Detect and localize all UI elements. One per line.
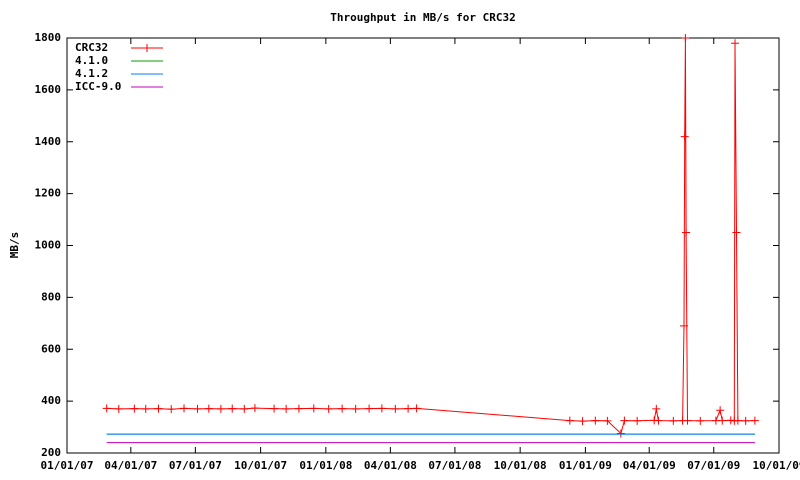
- point-marker: [204, 404, 213, 413]
- x-tick-label: 01/01/08: [299, 459, 352, 472]
- point-marker: [270, 404, 279, 413]
- point-marker: [682, 228, 691, 237]
- point-marker: [130, 404, 139, 413]
- x-tick-label: 07/01/09: [687, 459, 740, 472]
- x-tick-label: 10/01/07: [234, 459, 287, 472]
- point-marker: [351, 404, 360, 413]
- point-marker: [716, 406, 725, 415]
- x-tick-label: 04/01/08: [364, 459, 417, 472]
- point-marker: [193, 404, 202, 413]
- point-marker: [391, 404, 400, 413]
- point-marker: [404, 404, 413, 413]
- y-tick-label: 400: [41, 394, 61, 407]
- point-marker: [250, 404, 259, 413]
- point-marker: [718, 416, 727, 425]
- x-tick-label: 07/01/08: [428, 459, 481, 472]
- y-axis-label: MB/s: [8, 232, 21, 259]
- point-marker: [726, 416, 735, 425]
- y-tick-label: 200: [41, 446, 61, 459]
- x-tick-label: 04/01/09: [623, 459, 676, 472]
- point-marker: [324, 404, 333, 413]
- point-marker: [102, 404, 111, 413]
- point-marker: [216, 404, 225, 413]
- point-marker: [228, 404, 237, 413]
- point-marker: [591, 416, 600, 425]
- x-tick-label: 04/01/07: [104, 459, 157, 472]
- point-marker: [365, 404, 374, 413]
- chart-title: Throughput in MB/s for CRC32: [330, 11, 515, 24]
- point-marker: [681, 34, 690, 42]
- point-marker: [294, 404, 303, 413]
- point-marker: [733, 416, 742, 425]
- y-tick-label: 1400: [35, 135, 62, 148]
- point-marker: [633, 416, 642, 425]
- y-tick-label: 1200: [35, 187, 62, 200]
- point-marker: [154, 404, 163, 413]
- point-marker: [167, 405, 176, 414]
- point-marker: [683, 416, 692, 425]
- point-marker: [141, 404, 150, 413]
- y-tick-label: 1000: [35, 239, 62, 252]
- point-marker: [732, 228, 741, 237]
- point-marker: [603, 416, 612, 425]
- x-tick-label: 10/01/08: [494, 459, 547, 472]
- point-marker: [578, 417, 587, 426]
- point-marker: [240, 404, 249, 413]
- point-marker: [412, 404, 421, 413]
- point-marker: [616, 429, 625, 438]
- point-marker: [620, 416, 629, 425]
- y-tick-label: 800: [41, 290, 61, 303]
- point-marker: [652, 404, 661, 413]
- legend-label: 4.1.2: [75, 67, 108, 80]
- point-marker: [696, 416, 705, 425]
- point-marker: [377, 404, 386, 413]
- point-marker: [309, 404, 318, 413]
- plot-border: [66, 37, 780, 454]
- point-marker: [669, 416, 678, 425]
- point-marker: [565, 416, 574, 425]
- point-marker: [282, 404, 291, 413]
- legend-label: ICC-9.0: [75, 80, 121, 93]
- point-marker: [180, 404, 189, 413]
- x-tick-label: 01/01/07: [41, 459, 94, 472]
- point-marker: [750, 416, 759, 425]
- point-marker: [114, 404, 123, 413]
- y-tick-label: 1600: [35, 83, 62, 96]
- point-marker: [680, 132, 689, 141]
- legend-label: 4.1.0: [75, 54, 108, 67]
- point-marker: [654, 416, 663, 425]
- legend-label: CRC32: [75, 41, 108, 54]
- point-marker: [741, 416, 750, 425]
- point-marker: [731, 39, 740, 48]
- y-tick-label: 1800: [35, 31, 62, 44]
- series-line: [106, 37, 755, 435]
- x-tick-label: 01/01/09: [559, 459, 612, 472]
- x-tick-label: 07/01/07: [169, 459, 222, 472]
- point-marker: [338, 404, 347, 413]
- point-marker: [679, 321, 688, 330]
- legend-marker: [143, 44, 151, 52]
- y-tick-label: 600: [41, 342, 61, 355]
- x-tick-label: 10/01/09: [753, 459, 800, 472]
